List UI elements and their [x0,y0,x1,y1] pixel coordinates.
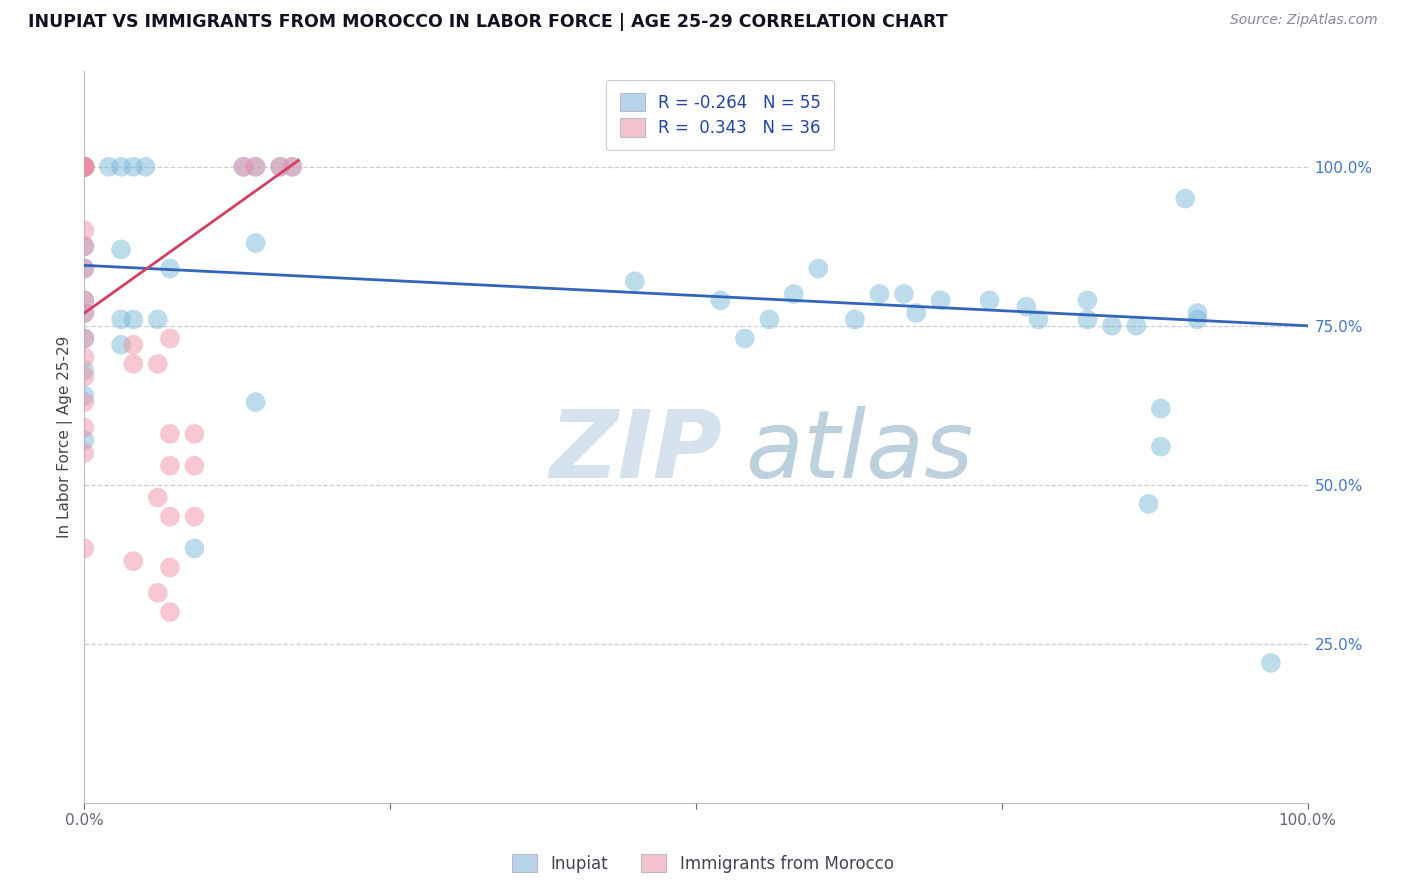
Point [73,363,96,377]
Point [869,287,891,301]
Point [146,491,169,505]
Point [146,312,169,326]
Point [159,331,181,345]
Point [73,420,96,434]
Point [1187,312,1209,326]
Point [1101,318,1123,333]
Point [73,293,96,308]
Point [183,541,205,556]
Point [844,312,866,326]
Point [73,389,96,403]
Point [73,395,96,409]
Text: atlas: atlas [745,406,973,497]
Point [758,312,780,326]
Text: Source: ZipAtlas.com: Source: ZipAtlas.com [1230,13,1378,28]
Point [73,160,96,174]
Point [783,287,806,301]
Point [1150,401,1173,416]
Point [73,351,96,365]
Point [734,331,756,345]
Point [893,287,915,301]
Point [979,293,1001,308]
Legend: Inupiat, Immigrants from Morocco: Inupiat, Immigrants from Morocco [506,847,900,880]
Point [807,261,830,276]
Point [905,306,928,320]
Point [269,160,291,174]
Point [245,160,267,174]
Point [232,160,254,174]
Point [1028,312,1050,326]
Point [159,261,181,276]
Point [122,312,145,326]
Point [73,160,96,174]
Text: ZIP: ZIP [550,406,723,498]
Point [73,331,96,345]
Point [73,160,96,174]
Point [73,239,96,253]
Point [73,239,96,253]
Point [1187,306,1209,320]
Point [1137,497,1160,511]
Point [929,293,952,308]
Point [183,509,205,524]
Point [159,426,181,441]
Point [73,160,96,174]
Text: INUPIAT VS IMMIGRANTS FROM MOROCCO IN LABOR FORCE | AGE 25-29 CORRELATION CHART: INUPIAT VS IMMIGRANTS FROM MOROCCO IN LA… [28,13,948,31]
Point [146,586,169,600]
Y-axis label: In Labor Force | Age 25-29: In Labor Force | Age 25-29 [58,336,73,538]
Point [122,554,145,568]
Point [159,560,181,574]
Point [183,458,205,473]
Point [110,160,132,174]
Point [110,312,132,326]
Point [110,243,132,257]
Point [73,306,96,320]
Point [1260,656,1282,670]
Point [1076,293,1098,308]
Point [159,509,181,524]
Point [73,160,96,174]
Point [73,434,96,448]
Point [146,357,169,371]
Point [73,331,96,345]
Point [232,160,254,174]
Point [709,293,731,308]
Point [73,160,96,174]
Point [122,160,145,174]
Point [73,293,96,308]
Point [245,160,267,174]
Point [122,357,145,371]
Point [183,426,205,441]
Point [97,160,120,174]
Point [73,369,96,384]
Point [135,160,157,174]
Point [73,160,96,174]
Point [1076,312,1098,326]
Point [624,274,647,288]
Point [110,338,132,352]
Point [73,160,96,174]
Point [73,261,96,276]
Point [1015,300,1038,314]
Point [1125,318,1147,333]
Point [73,261,96,276]
Point [281,160,304,174]
Point [73,160,96,174]
Point [122,338,145,352]
Point [281,160,304,174]
Point [245,395,267,409]
Point [73,541,96,556]
Point [73,160,96,174]
Point [73,446,96,460]
Point [1150,440,1173,454]
Point [159,458,181,473]
Point [1174,192,1197,206]
Point [73,223,96,237]
Point [245,236,267,251]
Point [159,605,181,619]
Point [73,306,96,320]
Point [269,160,291,174]
Legend: R = -0.264   N = 55, R =  0.343   N = 36: R = -0.264 N = 55, R = 0.343 N = 36 [606,79,834,151]
